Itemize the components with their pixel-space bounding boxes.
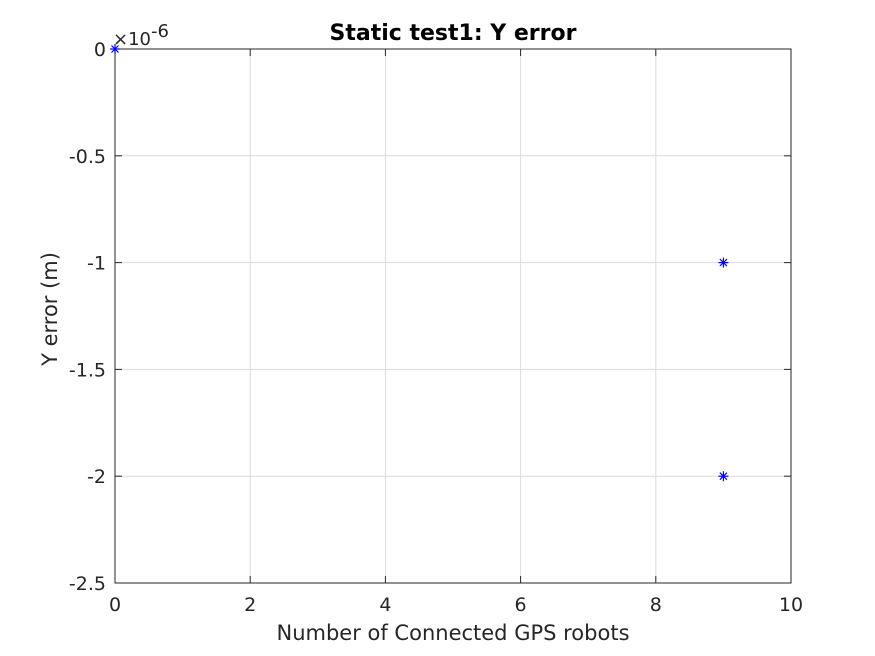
y-tick-label: -2.5 bbox=[69, 573, 106, 595]
y-tick-label: -1 bbox=[87, 253, 106, 275]
y-axis-exponent-base: ×10 bbox=[113, 29, 151, 50]
x-axis-label: Number of Connected GPS robots bbox=[276, 621, 629, 645]
x-tick-label: 4 bbox=[379, 594, 391, 616]
y-tick-label: -2 bbox=[87, 466, 106, 488]
x-tick-label: 6 bbox=[515, 594, 527, 616]
y-axis-exponent-power: -6 bbox=[151, 21, 169, 42]
y-axis: 0 -0.5 -1 -1.5 -2 -2.5 bbox=[69, 39, 791, 595]
data-points bbox=[110, 44, 729, 482]
chart-title: Static test1: Y error bbox=[330, 21, 577, 46]
x-tick-label: 10 bbox=[779, 594, 803, 616]
x-tick-label: 8 bbox=[650, 594, 662, 616]
x-tick-label: 2 bbox=[244, 594, 256, 616]
y-tick-label: 0 bbox=[94, 39, 106, 61]
data-point bbox=[110, 44, 120, 54]
data-point bbox=[718, 471, 729, 482]
x-axis: 0 2 4 6 8 10 bbox=[109, 49, 803, 616]
y-tick-label: -1.5 bbox=[69, 359, 106, 381]
x-tick-label: 0 bbox=[109, 594, 121, 616]
data-point bbox=[718, 257, 729, 268]
y-axis-exponent: ×10-6 bbox=[113, 21, 169, 50]
plot-area bbox=[114, 48, 792, 584]
y-axis-label: Y error (m) bbox=[38, 252, 62, 367]
y-tick-label: -0.5 bbox=[69, 146, 106, 168]
